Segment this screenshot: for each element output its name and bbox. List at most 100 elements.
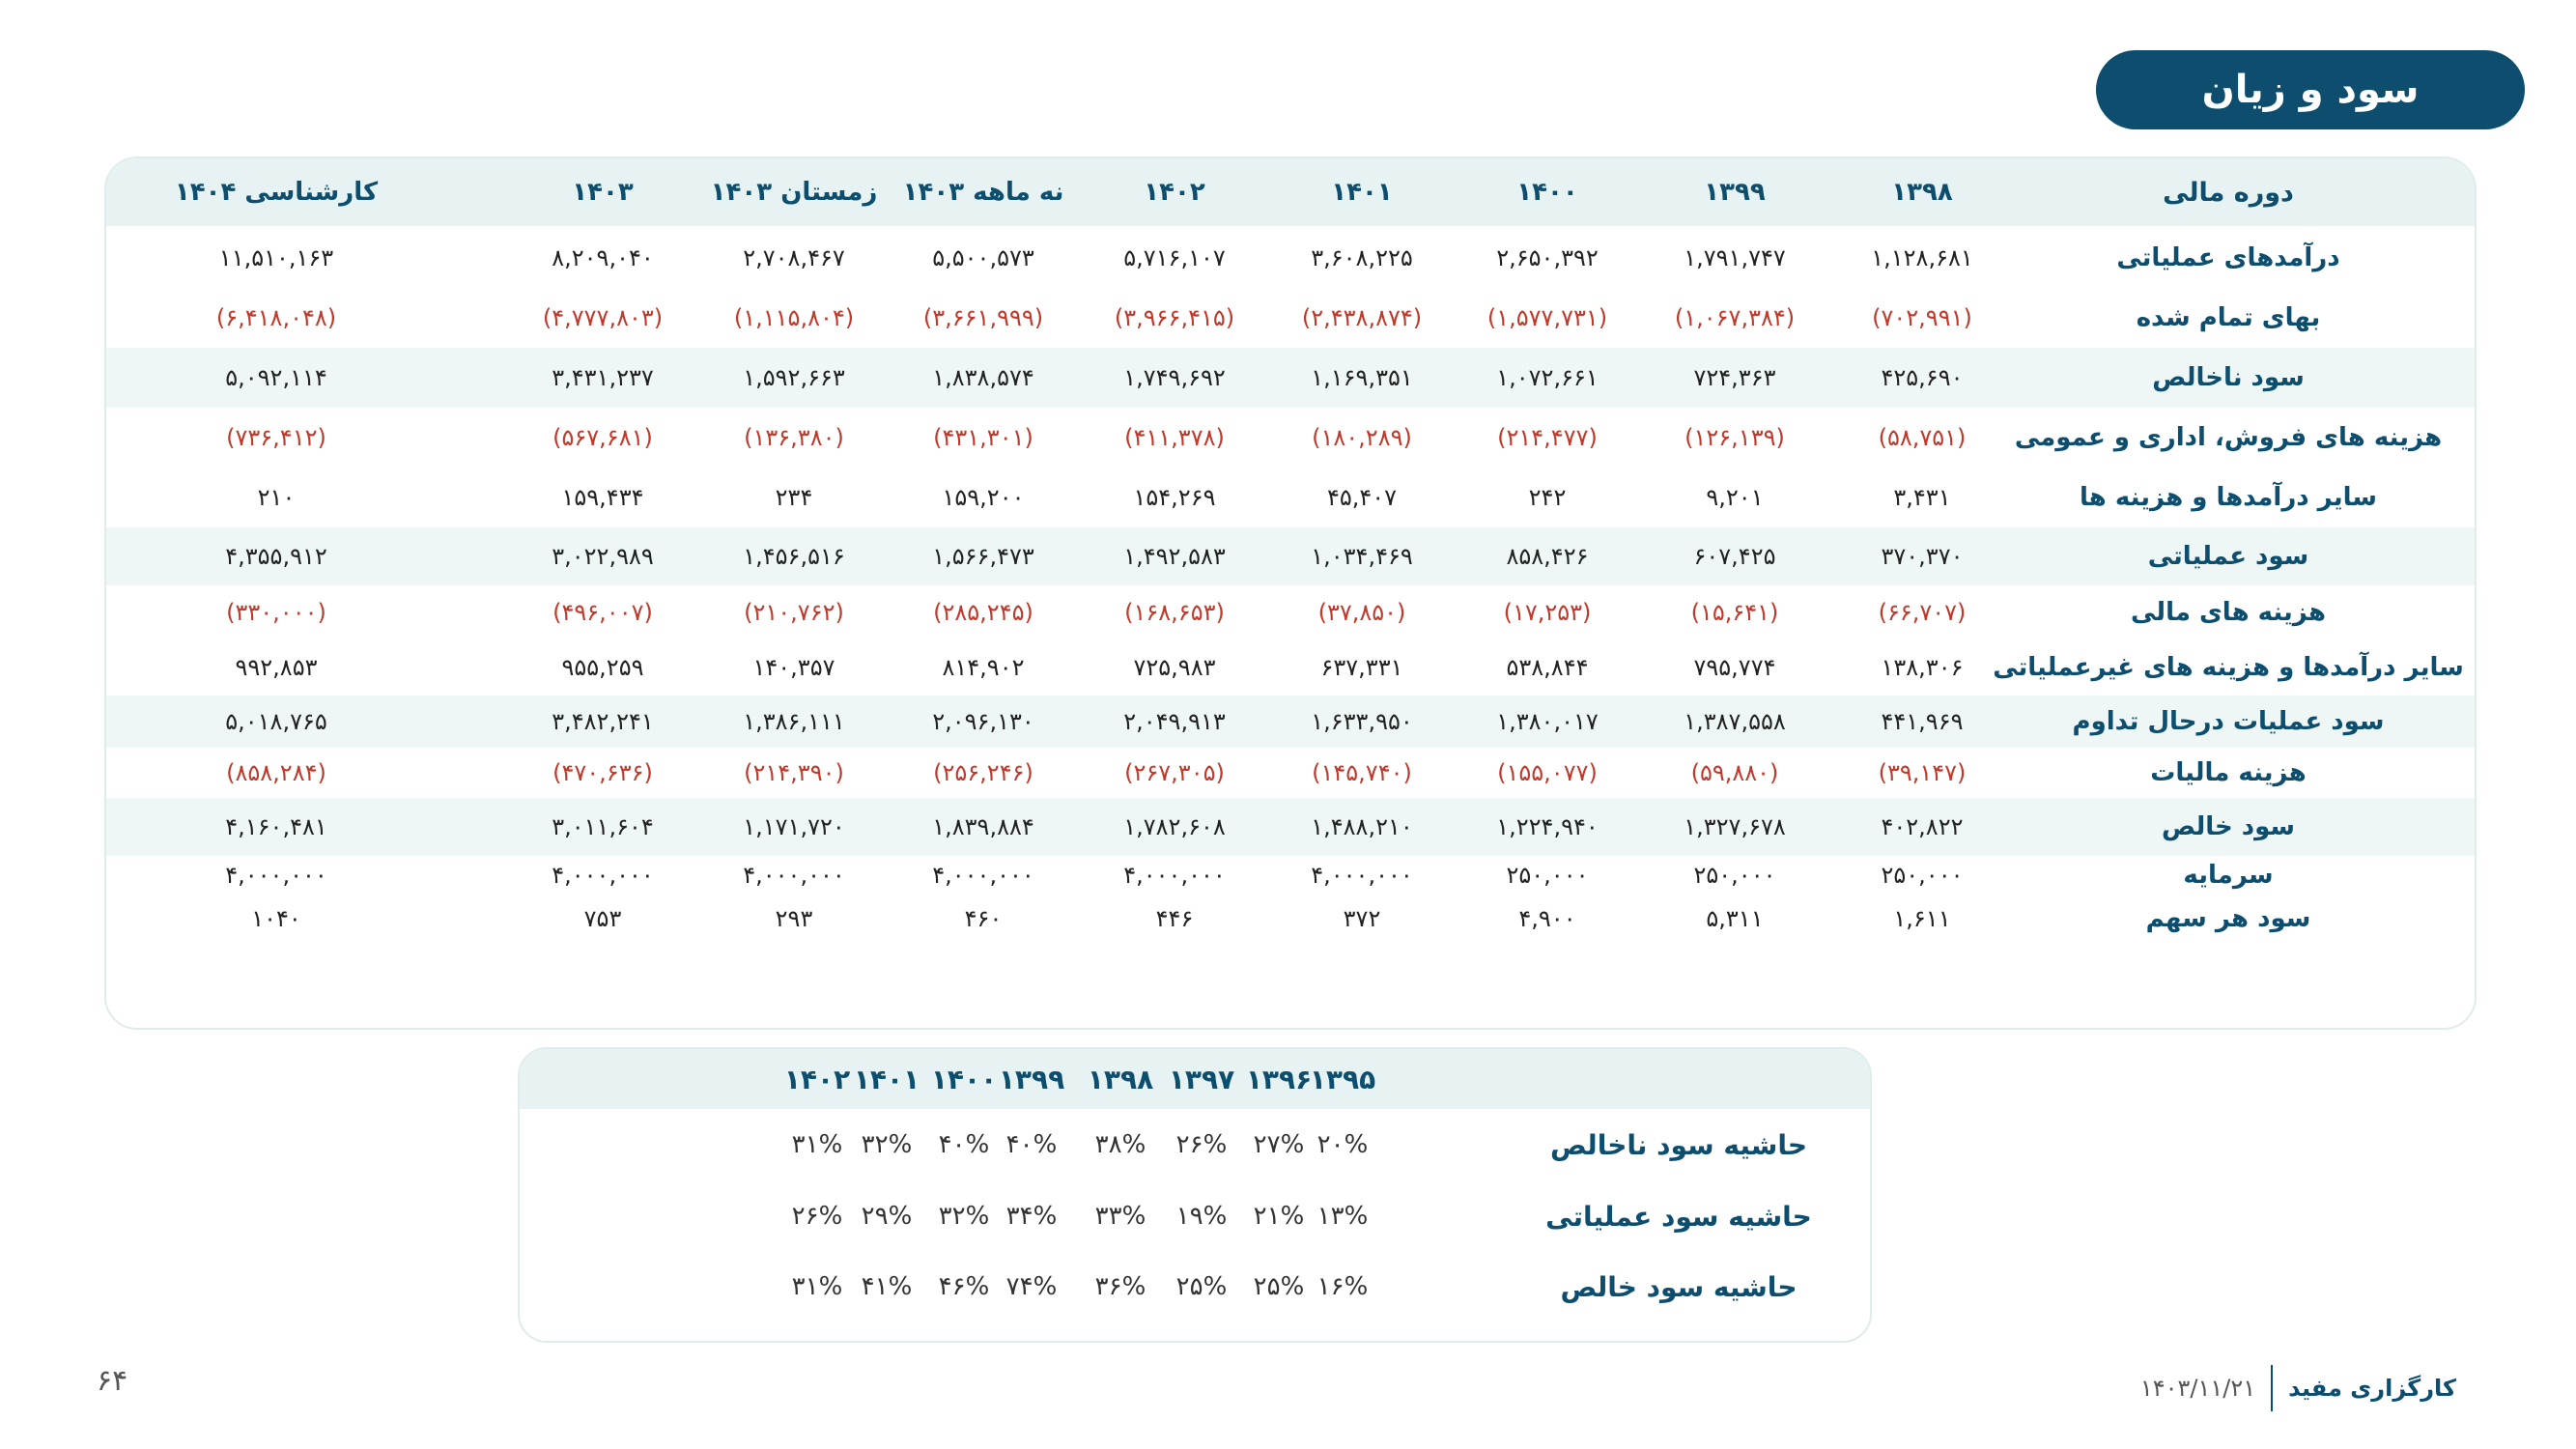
table-cell: ۴۰۲,۸۲۲: [1881, 813, 1964, 840]
table-cell: ۱,۸۳۸,۵۷۴: [932, 364, 1034, 391]
margin-cell: ۲۶%: [1175, 1130, 1228, 1159]
table-row: سود خالص ۴۰۲,۸۲۲ ۱,۳۲۷,۶۷۸ ۱,۲۲۴,۹۴۰ ۱,۴۸۸,۲…: [106, 798, 2475, 856]
table-row: سایر درآمدها و هزینه ها ۳,۴۳۱ ۹,۲۰۱ ۲۴۲ ۴۵,۴…: [106, 468, 2475, 527]
table-cell: (۶,۴۱۸,۰۴۸): [215, 304, 337, 331]
table-cell: ۱,۵۹۲,۶۶۳: [743, 364, 845, 391]
page-number: ۶۴: [97, 1364, 128, 1398]
table-cell: ۱,۳۲۷,۶۷۸: [1684, 813, 1786, 840]
table-cell: (۱۵,۶۴۱): [1690, 599, 1779, 626]
table-cell: (۱,۱۱۵,۸۰۴): [733, 304, 855, 331]
table-cell: ۴,۰۰۰,۰۰۰: [552, 862, 654, 889]
table-cell: ۴,۰۰۰,۰۰۰: [932, 862, 1034, 889]
row-label: سود عملیات درحال تداوم: [2072, 707, 2385, 736]
table-cell: ۴,۰۰۰,۰۰۰: [1123, 862, 1226, 889]
table-cell: (۲۵۶,۲۴۶): [933, 759, 1033, 786]
row-label: درآمدهای عملیاتی: [2116, 243, 2340, 272]
table-cell: ۴۵,۴۰۷: [1326, 484, 1398, 511]
table-cell: (۲۱۰,۷۶۲): [744, 599, 844, 626]
table-cell: ۴۴۶: [1155, 905, 1194, 932]
table-cell: ۴۴۱,۹۶۹: [1881, 708, 1964, 735]
margin-cell: ۳۸%: [1094, 1130, 1146, 1159]
table-cell: (۵۹,۸۸۰): [1690, 759, 1779, 786]
margin-cell: ۴۶%: [938, 1272, 990, 1301]
table-cell: ۱,۵۶۶,۴۷۳: [932, 543, 1034, 570]
profit-loss-table: دوره مالی ۱۳۹۸ ۱۳۹۹ ۱۴۰۰ ۱۴۰۱ ۱۴۰۲ نه ماهه ۱۴۰…: [104, 156, 2477, 1030]
table-cell: ۱۵۹,۴۳۴: [561, 484, 644, 511]
table-row: هزینه های فروش، اداری و عمومی (۵۸,۷۵۱) (۱۲…: [106, 408, 2475, 468]
table-cell: ۱۱,۵۱۰,۱۶۳: [218, 244, 334, 271]
table-cell: ۳۷۲: [1343, 905, 1381, 932]
row-label: سود ناخالص: [2152, 363, 2305, 392]
table-cell: ۴,۱۶۰,۴۸۱: [225, 813, 327, 840]
table-cell: ۲,۰۴۹,۹۱۳: [1123, 708, 1226, 735]
table-cell: ۲۵۰,۰۰۰: [1881, 862, 1964, 889]
table-header-row: دوره مالی ۱۳۹۸ ۱۳۹۹ ۱۴۰۰ ۱۴۰۱ ۱۴۰۲ نه ماهه ۱۴۰…: [106, 158, 2475, 226]
margin-row-label: حاشیه سود ناخالص: [1549, 1128, 1808, 1161]
table-cell: ۱,۳۸۷,۵۵۸: [1684, 708, 1786, 735]
margin-cell: ۳۲%: [938, 1202, 990, 1231]
table-cell: ۵,۷۱۶,۱۰۷: [1123, 244, 1226, 271]
table-cell: (۳۳۰,۰۰۰): [226, 599, 326, 626]
table-cell: (۱,۰۶۷,۳۸۴): [1674, 304, 1796, 331]
table-cell: ۲۵۰,۰۰۰: [1693, 862, 1776, 889]
table-row: هزینه های مالی (۶۶,۷۰۷) (۱۵,۶۴۱) (۱۷,۲۵۳) (۳…: [106, 585, 2475, 639]
table-cell: (۳,۶۶۱,۹۹۹): [922, 304, 1044, 331]
margin-row-label: حاشیه سود خالص: [1560, 1270, 1798, 1303]
margin-cell: ۳۴%: [1005, 1202, 1058, 1231]
column-header: ۱۳۹۹: [1704, 178, 1766, 207]
table-cell: ۱,۱۲۸,۶۸۱: [1871, 244, 1973, 271]
margin-cell: ۴۱%: [861, 1272, 913, 1301]
margin-cell: ۲۰%: [1316, 1130, 1369, 1159]
table-cell: ۳,۴۳۱: [1893, 484, 1951, 511]
column-header: نه ماهه ۱۴۰۳: [902, 178, 1064, 207]
row-label: سرمایه: [2183, 861, 2274, 890]
table-cell: ۵,۳۱۱: [1706, 905, 1764, 932]
profit-loss-rows: دوره مالی ۱۳۹۸ ۱۳۹۹ ۱۴۰۰ ۱۴۰۱ ۱۴۰۲ نه ماهه ۱۴۰…: [106, 158, 2475, 1028]
margin-cell: ۱۶%: [1316, 1272, 1369, 1301]
table-cell: (۱۷,۲۵۳): [1503, 599, 1592, 626]
table-cell: ۴,۰۰۰,۰۰۰: [743, 862, 845, 889]
row-label: سود هر سهم: [2145, 904, 2311, 933]
margin-cell: ۲۵%: [1253, 1272, 1305, 1301]
column-header: زمستان ۱۴۰۳: [710, 178, 878, 207]
margin-cell: ۳۳%: [1094, 1202, 1146, 1231]
margin-column-header: ۱۳۹۸: [1087, 1063, 1154, 1095]
margin-header-row: ۱۳۹۵ ۱۳۹۶ ۱۳۹۷ ۱۳۹۸ ۱۳۹۹ ۱۴۰۰ ۱۴۰۱ ۱۴۰۲: [520, 1049, 1870, 1109]
table-cell: (۷۳۶,۴۱۲): [226, 424, 326, 451]
table-cell: ۲۵۰,۰۰۰: [1506, 862, 1589, 889]
table-cell: ۲,۶۵۰,۳۹۲: [1496, 244, 1599, 271]
table-cell: ۱۴۰,۳۵۷: [752, 654, 835, 681]
row-label: هزینه های مالی: [2131, 598, 2326, 627]
margin-column-header: ۱۳۹۶: [1245, 1063, 1313, 1095]
table-cell: ۷۹۵,۷۷۴: [1693, 654, 1776, 681]
table-cell: ۱۰۴۰: [251, 905, 301, 932]
margin-column-header: ۱۴۰۱: [853, 1063, 920, 1095]
table-cell: ۵۳۸,۸۴۴: [1506, 654, 1589, 681]
margin-cell: ۲۶%: [791, 1202, 843, 1231]
margin-row-label: حاشیه سود عملیاتی: [1545, 1200, 1812, 1233]
table-cell: (۳۷,۸۵۰): [1317, 599, 1406, 626]
table-cell: ۱,۰۳۴,۴۶۹: [1311, 543, 1413, 570]
margin-cell: ۲۱%: [1253, 1202, 1305, 1231]
margin-cell: ۳۱%: [791, 1130, 843, 1159]
table-cell: ۱,۴۵۶,۵۱۶: [743, 543, 845, 570]
margin-column-header: ۱۴۰۰: [930, 1063, 998, 1095]
table-cell: (۱۳۶,۳۸۰): [744, 424, 844, 451]
margin-row: حاشیه سود ناخالص ۲۰% ۲۷% ۲۶% ۳۸% ۴۰% ۴۰% ۳۲% ۳۱%: [520, 1109, 1870, 1180]
table-row: سایر درآمدها و هزینه های غیرعملیاتی ۱۳۸,۳…: [106, 639, 2475, 696]
table-cell: ۹۵۵,۲۵۹: [561, 654, 644, 681]
table-cell: ۸۱۴,۹۰۲: [942, 654, 1025, 681]
table-cell: ۵,۵۰۰,۵۷۳: [932, 244, 1034, 271]
table-cell: (۸۵۸,۲۸۴): [226, 759, 326, 786]
margin-column-header: ۱۳۹۷: [1168, 1063, 1235, 1095]
table-cell: (۱,۵۷۷,۷۳۱): [1486, 304, 1608, 331]
table-cell: ۳۷۰,۳۷۰: [1881, 543, 1964, 570]
column-header: ۱۳۹۸: [1891, 178, 1953, 207]
column-header: کارشناسی ۱۴۰۴: [174, 178, 379, 207]
table-cell: ۱۵۹,۲۰۰: [942, 484, 1025, 511]
table-cell: ۱,۳۸۶,۱۱۱: [743, 708, 845, 735]
margin-cell: ۳۱%: [791, 1272, 843, 1301]
table-cell: ۵,۰۹۲,۱۱۴: [225, 364, 327, 391]
table-row: سود عملیات درحال تداوم ۴۴۱,۹۶۹ ۱,۳۸۷,۵۵۸ ۱,…: [106, 696, 2475, 748]
table-cell: ۱۳۸,۳۰۶: [1881, 654, 1964, 681]
